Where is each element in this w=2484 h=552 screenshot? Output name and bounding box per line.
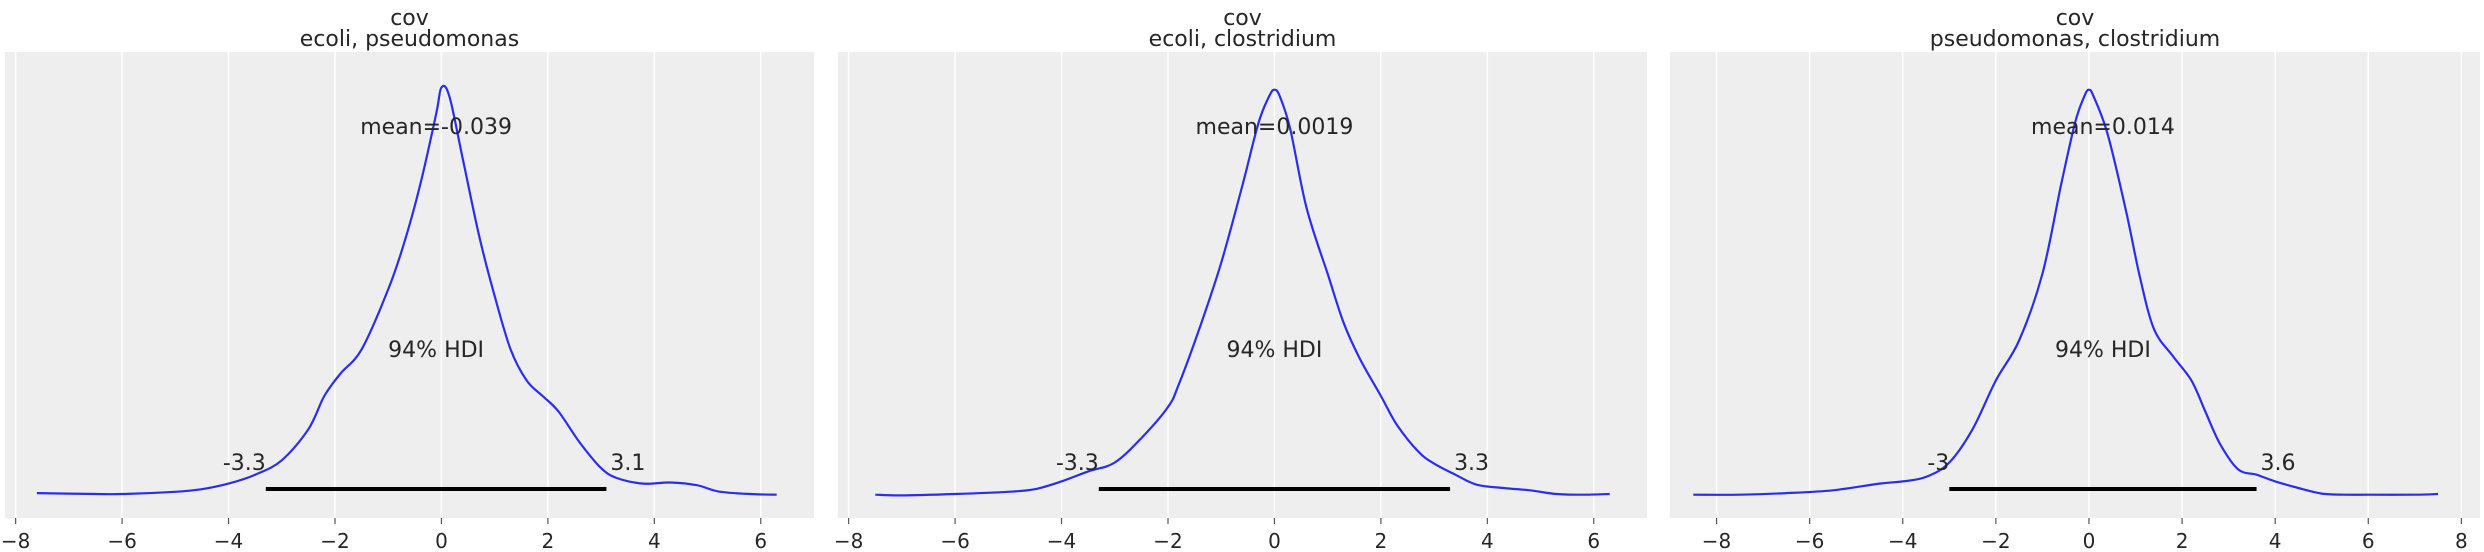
x-tick-label: −6 xyxy=(1795,529,1824,552)
hdi-low-label: -3.3 xyxy=(1056,451,1099,476)
mean-label: mean=0.0019 xyxy=(1196,115,1354,140)
x-tick-label: 4 xyxy=(2269,529,2282,552)
x-tick-label: −8 xyxy=(1702,529,1731,552)
x-tick-label: −4 xyxy=(214,529,243,552)
x-tick-label: 4 xyxy=(648,529,661,552)
chart-panel-2: −8 −6 −4 −2 0 2 4 6 mean=0.0019 94% HDI -3.3 3.3 cov… xyxy=(834,6,1647,552)
x-tick-label: 6 xyxy=(754,529,767,552)
hdi-label: 94% HDI xyxy=(388,338,484,363)
x-tick-label: −4 xyxy=(1047,529,1076,552)
chart-title-line1: cov xyxy=(2056,6,2095,31)
x-tick-label: −8 xyxy=(834,529,863,552)
panels: −8 −6 −4 −2 0 2 4 6 mean=-0.039 94% HDI -3.3 3.1 cov… xyxy=(1,6,2480,552)
hdi-low-label: -3 xyxy=(1927,451,1949,476)
x-tick-label: 8 xyxy=(2455,529,2468,552)
x-tick-label: 4 xyxy=(1481,529,1494,552)
plot-background xyxy=(838,52,1647,518)
chart-title-line2: ecoli, clostridium xyxy=(1149,27,1337,52)
chart-panel-3: −8 −6 −4 −2 0 2 4 6 8 mean=0.014 94% HDI -3 3.6 covps… xyxy=(1670,6,2480,552)
chart-title-line2: pseudomonas, clostridium xyxy=(1930,27,2220,52)
x-tick-label: 2 xyxy=(1375,529,1388,552)
density-line xyxy=(36,84,777,496)
density-line xyxy=(875,88,1610,497)
hdi-label: 94% HDI xyxy=(1226,338,1322,363)
hdi-high-label: 3.6 xyxy=(2261,451,2296,476)
x-tick-label: 6 xyxy=(2362,529,2375,552)
x-tick-label: −2 xyxy=(320,529,349,552)
plot-background xyxy=(5,52,814,518)
hdi-high-label: 3.3 xyxy=(1454,451,1489,476)
x-tick-label: 0 xyxy=(2083,529,2096,552)
x-tick-label: −2 xyxy=(1153,529,1182,552)
x-tick-label: 6 xyxy=(1587,529,1600,552)
chart-panel-1: −8 −6 −4 −2 0 2 4 6 mean=-0.039 94% HDI -3.3 3.1 cov… xyxy=(1,6,814,552)
hdi-low-label: -3.3 xyxy=(223,451,266,476)
chart-title-line2: ecoli, pseudomonas xyxy=(300,27,519,52)
x-tick-label: 0 xyxy=(435,529,448,552)
x-tick-label: 0 xyxy=(1268,529,1281,552)
chart-title-line1: cov xyxy=(1223,6,1262,31)
mean-label: mean=0.014 xyxy=(2031,115,2175,140)
x-tick-label: 2 xyxy=(2176,529,2189,552)
plot-background xyxy=(1670,52,2480,518)
hdi-label: 94% HDI xyxy=(2055,338,2151,363)
mean-label: mean=-0.039 xyxy=(360,115,512,140)
hdi-high-label: 3.1 xyxy=(610,451,645,476)
density-line xyxy=(1693,88,2439,496)
x-tick-label: −6 xyxy=(107,529,136,552)
chart-title-line1: cov xyxy=(390,6,429,31)
x-tick-label: −8 xyxy=(1,529,30,552)
x-tick-label: −6 xyxy=(940,529,969,552)
x-tick-label: −2 xyxy=(1981,529,2010,552)
x-tick-label: 2 xyxy=(542,529,555,552)
x-tick-label: −4 xyxy=(1888,529,1917,552)
